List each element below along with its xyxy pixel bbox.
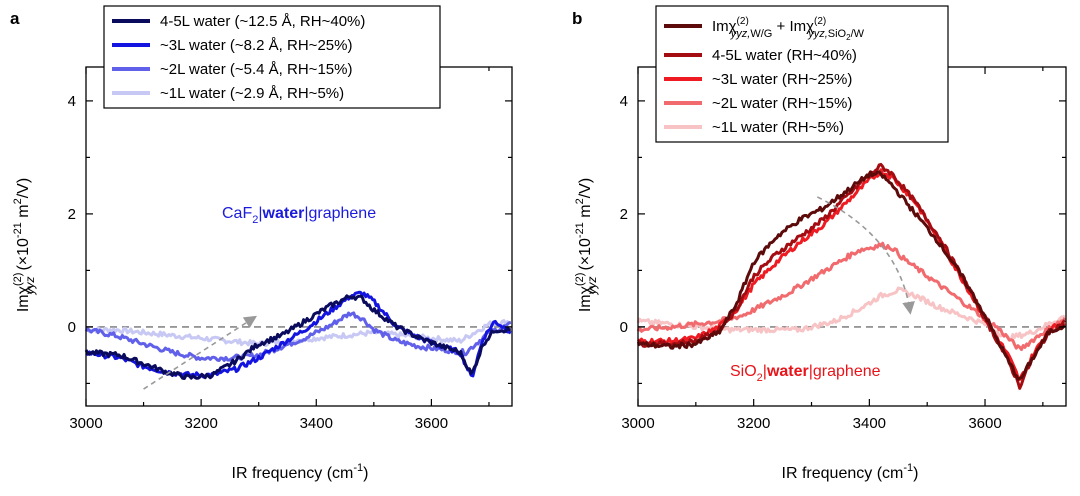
panel-b-plot: 3000 3200 3400 3600 0 2 4 Imχ(2) yyz,W/G + Imχ(2… (620, 5, 1067, 432)
panel-b: b 3000 3200 3400 3600 0 2 4 Imχ(2) yyz,W/G + Imχ… (572, 5, 1067, 482)
legend-entry: ~3L water (~8.2 Å, RH~25%) (160, 37, 352, 54)
series-line-3 (636, 241, 1067, 352)
legend-box (655, 5, 949, 143)
panel-b-xlabel: IR frequency (cm-1) (782, 462, 919, 482)
series-line-2 (84, 311, 512, 362)
legend-entry: ~2L water (RH~15%) (712, 95, 852, 112)
legend-entry: ~1L water (~2.9 Å, RH~5%) (160, 85, 344, 102)
x-tick-label: 3000 (69, 415, 102, 432)
svg-text:Imχ(2)yyz(×10-21 m2/V): Imχ(2)yyz(×10-21 m2/V) (574, 178, 599, 312)
svg-text:Imχ(2)yyz(×10-21 m2/V): Imχ(2)yyz(×10-21 m2/V) (12, 178, 37, 312)
legend-entry: Imχ(2) yyz,W/G + Imχ(2) yyz,SiO2/W (712, 16, 865, 42)
legend-entry: 4-5L water (~12.5 Å, RH~40%) (160, 13, 365, 30)
panel-a-label: a (10, 9, 20, 28)
x-tick-label: 3400 (300, 415, 333, 432)
legend-entry: ~2L water (~5.4 Å, RH~15%) (160, 61, 352, 78)
series-line-3 (85, 319, 512, 348)
y-tick-label: 4 (68, 93, 76, 110)
trend-arrow (816, 196, 915, 315)
legend-entry: ~3L water (RH~25%) (712, 71, 852, 88)
x-tick-label: 3000 (621, 415, 654, 432)
legend: 4-5L water (~12.5 Å, RH~40%) ~3L water (~… (103, 5, 441, 109)
legend-box (103, 5, 441, 109)
panel-a-xlabel: IR frequency (cm-1) (232, 462, 369, 482)
panel-a: a 3000 3200 3400 3600 0 2 4 4-5L water (~12.5 Å… (10, 5, 513, 482)
x-tick-label: 3600 (968, 415, 1001, 432)
y-tick-label: 0 (620, 319, 628, 336)
panel-b-annotation: SiO2|water|graphene (730, 363, 881, 384)
legend-entry: ~1L water (RH~5%) (712, 119, 844, 136)
series-line-0 (84, 294, 511, 380)
y-tick-label: 2 (68, 206, 76, 223)
y-tick-label: 2 (620, 206, 628, 223)
x-tick-label: 3200 (184, 415, 217, 432)
plot-frame (85, 66, 513, 407)
y-tick-label: 0 (68, 319, 76, 336)
series-line-0 (637, 170, 1066, 381)
trend-arrow (143, 315, 257, 390)
x-tick-label: 3200 (737, 415, 770, 432)
x-tick-label: 3600 (415, 415, 448, 432)
panel-b-label: b (572, 9, 582, 28)
legend: Imχ(2) yyz,W/G + Imχ(2) yyz,SiO2/W 4-5L wat… (655, 5, 949, 143)
panel-a-ylabel: Imχ(2)yyz(×10-21 m2/V) (12, 178, 37, 312)
panel-a-annotation: CaF2|water|graphene (222, 205, 376, 226)
y-tick-label: 4 (620, 93, 628, 110)
legend-entry: 4-5L water (RH~40%) (712, 47, 857, 64)
x-tick-label: 3400 (853, 415, 886, 432)
panel-a-plot: 3000 3200 3400 3600 0 2 4 4-5L water (~12.5 Å, … (68, 5, 513, 432)
panel-b-ylabel: Imχ(2)yyz(×10-21 m2/V) (574, 178, 599, 312)
